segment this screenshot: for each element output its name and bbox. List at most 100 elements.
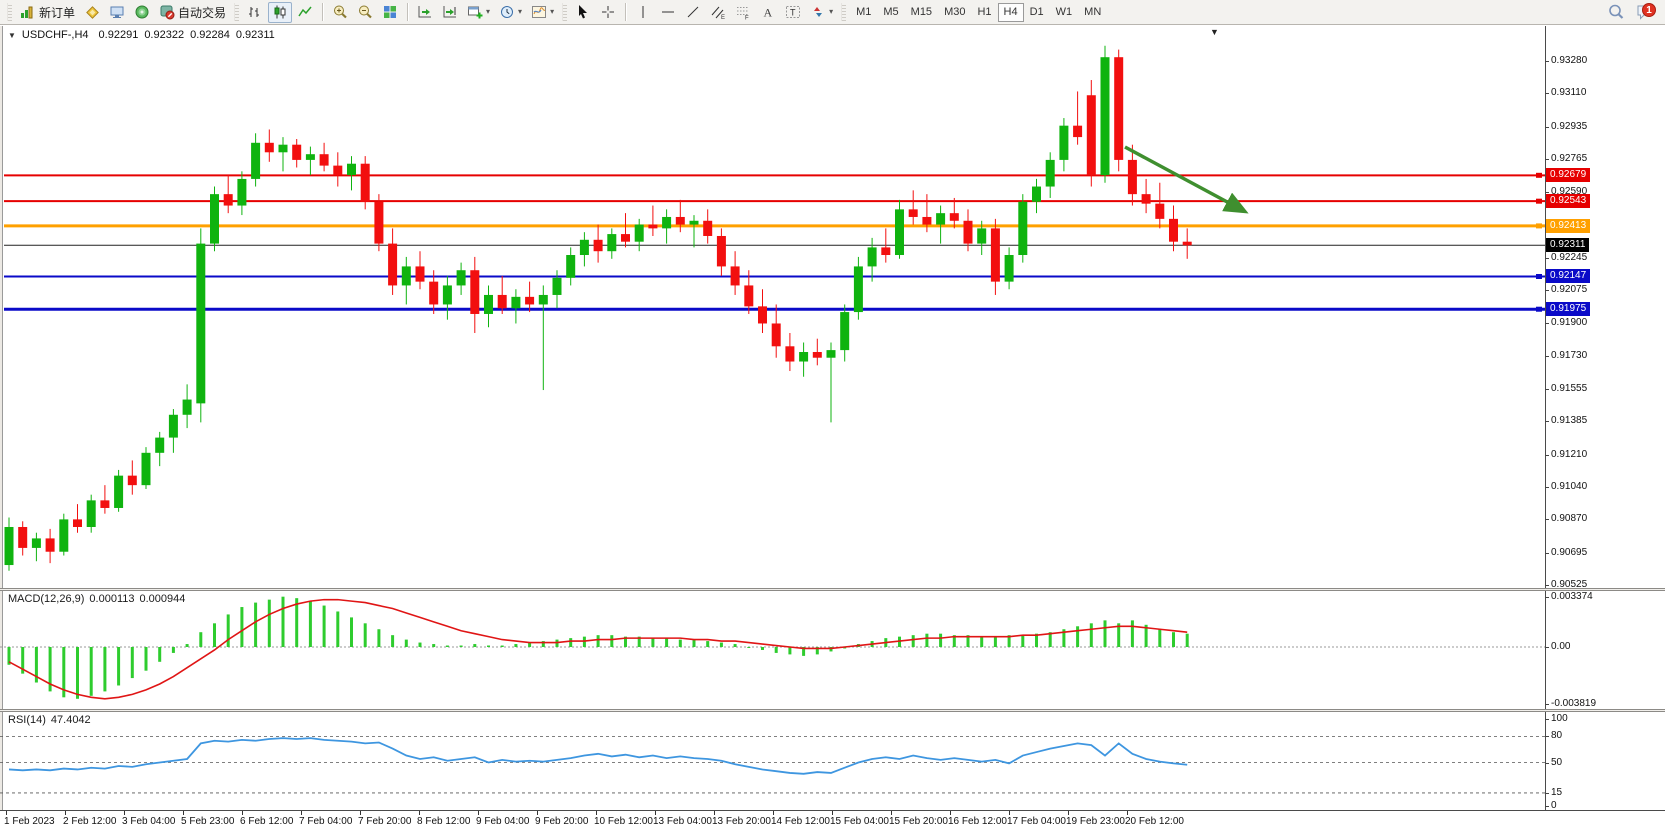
price-axis-column[interactable] [1545,26,1665,810]
axis-tick-mark [1545,703,1549,705]
toolbar-grip[interactable] [562,3,568,21]
time-tick-mark [419,811,420,815]
toolbar-grip[interactable] [234,3,240,21]
community-chat-button[interactable]: 1 [1633,1,1659,23]
line-chart-button[interactable] [293,2,317,23]
market-watch-icon [84,4,100,20]
time-axis-label: 7 Feb 04:00 [299,816,353,827]
search-button[interactable] [1603,2,1629,23]
price-level-badge: 0.92543 [1546,194,1591,209]
time-axis-label: 9 Feb 20:00 [535,816,589,827]
time-axis-label: 15 Feb 20:00 [889,816,948,827]
time-tick-mark [714,811,715,815]
macd-indicator-chart[interactable] [0,591,1545,709]
new-chart-button[interactable]: ▾ [463,2,494,23]
rsi-value: 47.4042 [50,714,91,726]
equidistant-channel-button[interactable]: E [706,2,730,23]
time-axis-label: 3 Feb 04:00 [122,816,176,827]
data-window-button[interactable] [105,2,129,23]
tile-windows-button[interactable] [378,2,402,23]
timeframe-d1[interactable]: D1 [1029,6,1044,18]
horizontal-line-button[interactable] [656,2,680,23]
macd-signal-line [8,598,1188,700]
axis-tick-mark [1545,126,1549,128]
time-tick-mark [242,811,243,815]
autotrade-button[interactable]: 自动交易 [155,2,230,23]
chart-shift-marker-icon[interactable]: ▼ [1210,27,1219,37]
toolbar-grip[interactable] [7,3,12,21]
timeframe-mn[interactable]: MN [1084,6,1102,18]
timeframe-m15[interactable]: M15 [910,6,933,18]
crosshair-button[interactable] [596,2,620,23]
time-tick-mark [183,811,184,815]
axis-tick-mark [1545,552,1549,554]
toolbar-separator [322,3,324,21]
chevron-down-icon: ▾ [486,7,491,16]
templates-button[interactable]: ▾ [527,2,558,23]
profiles-button[interactable]: ▾ [495,2,526,23]
zoom-out-button[interactable] [353,2,377,23]
vertical-line-icon [635,4,651,20]
trend-arrow-annotation[interactable] [1124,145,1249,214]
timeframe-m30[interactable]: M30 [944,6,966,18]
time-axis-label: 17 Feb 04:00 [1007,816,1066,827]
time-tick-mark [478,811,479,815]
timeframe-w1[interactable]: W1 [1055,6,1073,18]
macd-main-value: 0.000113 [89,593,135,605]
price-axis-tick: 0.91210 [1551,448,1588,460]
timeframe-m5[interactable]: M5 [883,6,899,18]
axis-tick-mark [1545,487,1549,489]
chevron-down-icon[interactable]: ▼ [8,30,16,40]
time-tick-mark [832,811,833,815]
panel-splitter[interactable] [0,588,1665,591]
time-axis-label: 15 Feb 04:00 [830,816,889,827]
line-anchor-handle[interactable] [1536,306,1542,312]
price-axis-tick: 0.90870 [1551,513,1588,525]
svg-text:T: T [790,8,796,18]
text-label-button[interactable]: T [781,2,805,23]
axis-tick-mark [1545,736,1549,738]
toolbar-grip[interactable] [841,3,847,21]
window-left-frame [0,26,3,832]
time-axis-label: 13 Feb 04:00 [653,816,712,827]
line-anchor-handle[interactable] [1536,172,1542,178]
line-anchor-handle[interactable] [1536,198,1542,204]
price-level-badge: 0.92413 [1546,218,1591,233]
fibonacci-button[interactable]: F [731,2,755,23]
macd-axis-tick: 0.003374 [1551,591,1593,603]
vertical-line-button[interactable] [631,2,655,23]
chart-shift-button[interactable] [413,2,437,23]
time-axis-label: 20 Feb 12:00 [1125,816,1184,827]
timeframe-h4[interactable]: H4 [997,2,1024,22]
price-axis-tick: 0.92075 [1551,284,1588,296]
arrows-button[interactable]: ▾ [806,2,837,23]
time-axis-label: 7 Feb 20:00 [358,816,412,827]
timeframe-h1[interactable]: H1 [977,6,992,18]
trendline-button[interactable] [681,2,705,23]
bar-chart-icon [247,4,263,20]
rsi-indicator-chart[interactable] [0,712,1545,810]
line-anchor-handle[interactable] [1536,273,1542,279]
time-axis[interactable]: 1 Feb 2023 2 Feb 12:00 3 Feb 04:00 5 Feb 23… [0,810,1665,832]
timeframe-m1[interactable]: M1 [856,6,872,18]
cursor-button[interactable] [571,2,595,23]
price-level-badge: 0.91975 [1546,302,1591,317]
text-button[interactable]: A [756,2,780,23]
auto-scroll-button[interactable] [438,2,462,23]
new-order-button[interactable]: 新订单 [16,2,79,23]
time-tick-mark [773,811,774,815]
time-axis-label: 9 Feb 04:00 [476,816,530,827]
navigator-button[interactable] [130,2,154,23]
rsi-axis-tick: 0 [1551,800,1557,811]
price-level-badge: 0.92147 [1546,269,1591,284]
candles[interactable] [4,45,1192,571]
bar-chart-button[interactable] [243,2,267,23]
panel-splitter[interactable] [0,709,1665,712]
market-watch-button[interactable] [80,2,104,23]
line-anchor-handle[interactable] [1536,223,1542,229]
zoom-in-button[interactable] [328,2,352,23]
high-value: 0.92322 [144,29,185,41]
candlestick-chart-button[interactable] [268,1,293,23]
main-candle-chart[interactable] [0,26,1545,588]
